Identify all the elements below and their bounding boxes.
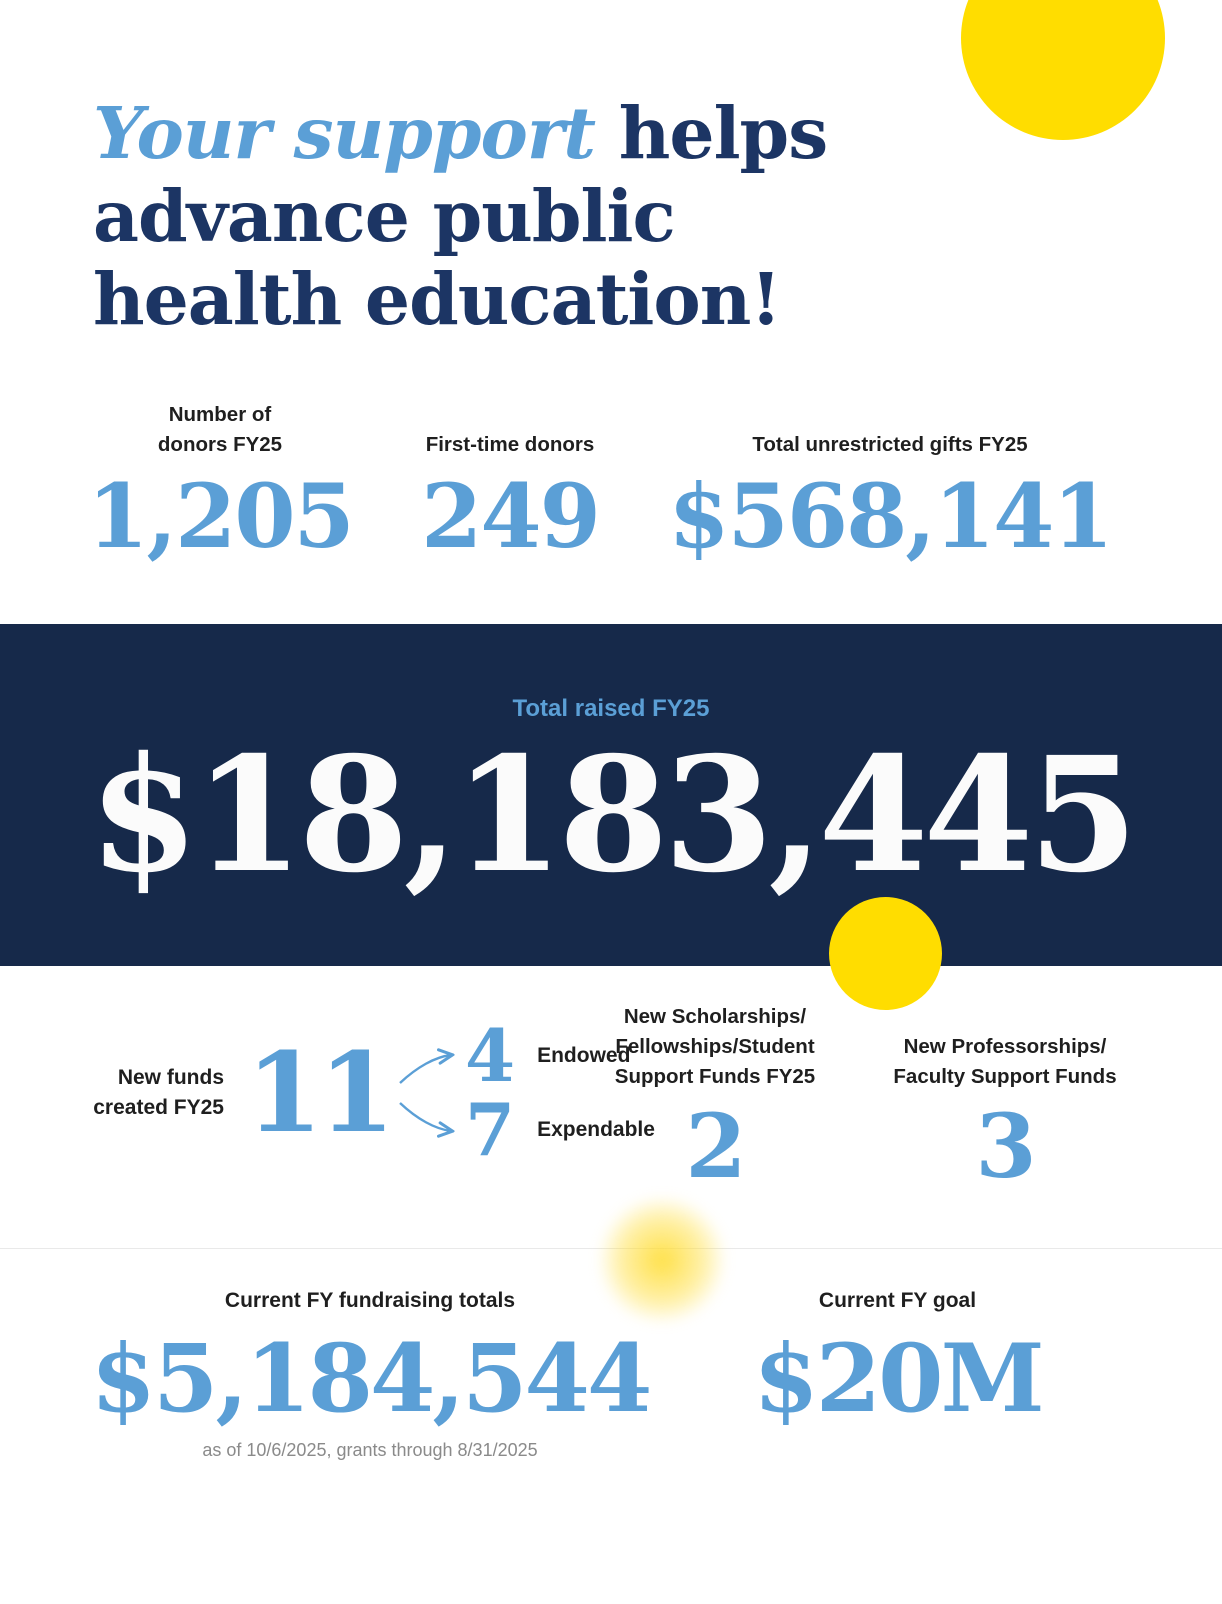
total-raised-banner: Total raised FY25 $18,183,445: [0, 624, 1222, 966]
stat-label: Total unrestricted gifts FY25: [752, 433, 1028, 456]
stat-first-time-donors: First-time donors 249: [380, 398, 640, 560]
banner-value: $18,183,445: [88, 723, 1138, 908]
stat-label: New Scholarships/ Fellowships/Student Su…: [614, 1005, 816, 1088]
new-funds-total-value: 11: [246, 1028, 395, 1157]
stat-label: Number of donors FY25: [157, 403, 283, 456]
stat-new-professorships: New Professorships/ Faculty Support Fund…: [855, 1032, 1155, 1190]
stat-label: First-time donors: [425, 433, 595, 456]
endowed-row: 4 Endowed: [463, 1019, 655, 1093]
endowed-label: Endowed: [537, 1044, 631, 1067]
new-funds-group: New funds created FY25 11 4 Endowed 7 Ex…: [72, 1018, 655, 1168]
stat-label: New Professorships/ Faculty Support Fund…: [893, 1035, 1117, 1088]
stat-value: $5,184,544: [90, 1324, 653, 1434]
stat-value: 2: [685, 1094, 746, 1198]
stat-current-fy-goal: Current FY goal $20M: [735, 1286, 1060, 1426]
page-title: Your support helps advance public health…: [93, 92, 953, 341]
banner-label: Total raised FY25: [512, 695, 710, 722]
expendable-label: Expendable: [537, 1118, 655, 1141]
yellow-blur-decoration: [598, 1196, 726, 1324]
stat-label: Current FY goal: [818, 1289, 977, 1312]
title-rest: helps: [618, 91, 828, 175]
stat-value: $20M: [753, 1324, 1044, 1434]
stat-new-scholarships: New Scholarships/ Fellowships/Student Su…: [575, 1002, 855, 1190]
title-accent: Your support: [93, 91, 596, 175]
yellow-circle-decoration-top: [961, 0, 1165, 140]
stat-value: $568,141: [668, 464, 1113, 568]
title-line-1: Your support helps: [93, 91, 828, 175]
stat-value: 249: [421, 464, 601, 568]
stat-unrestricted-gifts: Total unrestricted gifts FY25 $568,141: [668, 398, 1113, 568]
expendable-row: 7 Expendable: [463, 1093, 655, 1167]
stat-value: 3: [975, 1094, 1036, 1198]
split-arrows-icon: [399, 1043, 461, 1143]
new-funds-breakdown: 4 Endowed 7 Expendable: [463, 1019, 655, 1167]
title-line-3: health education!: [93, 257, 781, 341]
stat-current-fy-totals: Current FY fundraising totals $5,184,544…: [91, 1286, 653, 1461]
stat-value: 1,205: [87, 464, 355, 568]
endowed-value: 4: [465, 1013, 515, 1098]
footnote: as of 10/6/2025, grants through 8/31/202…: [202, 1440, 538, 1460]
expendable-value: 7: [465, 1087, 515, 1172]
stat-label: Current FY fundraising totals: [224, 1289, 516, 1312]
title-line-2: advance public: [93, 174, 676, 258]
new-funds-label: New funds created FY25: [93, 1066, 224, 1119]
yellow-circle-decoration-banner: [829, 897, 942, 1010]
stat-number-of-donors: Number of donors FY25 1,205: [70, 398, 370, 560]
